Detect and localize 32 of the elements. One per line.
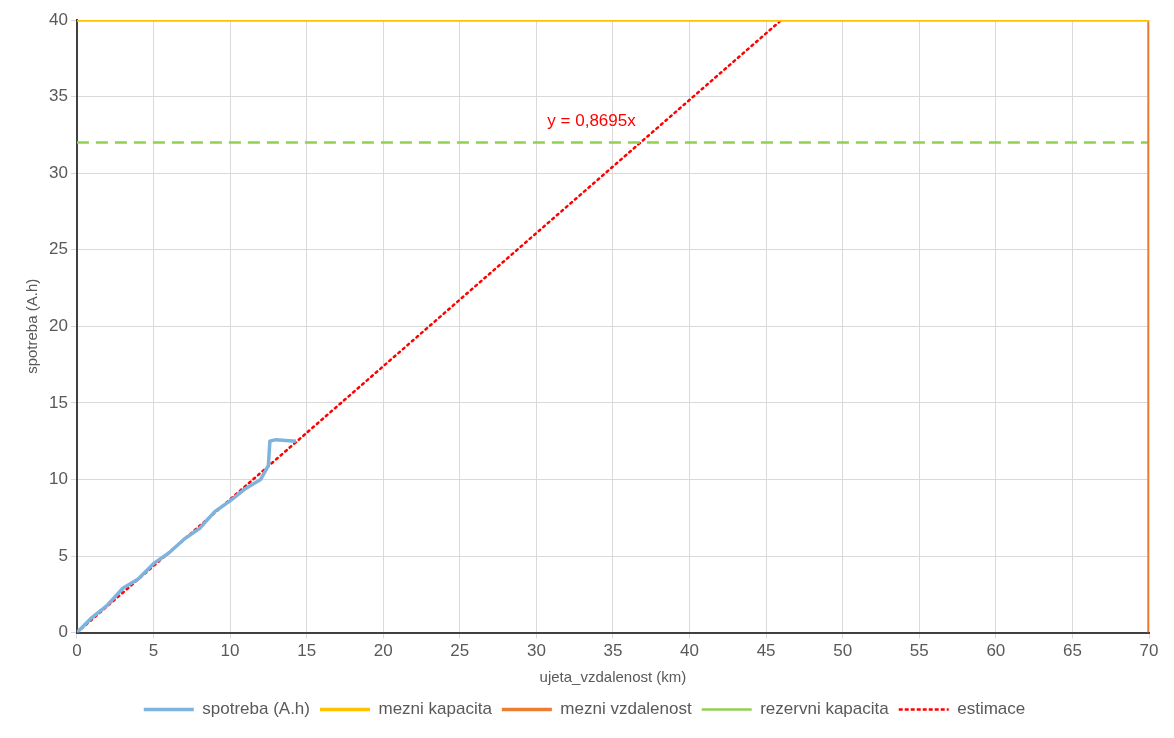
legend-label: mezni kapacita (378, 699, 493, 719)
y-tick-label: 30 (48, 162, 68, 182)
y-tick-label: 40 (48, 9, 68, 29)
x-tick-label: 15 (297, 641, 317, 661)
legend-label: estimace (957, 699, 1026, 719)
x-tick-label: 65 (1062, 641, 1082, 661)
x-tick-label: 50 (833, 641, 853, 661)
x-axis-title: ujeta_vzdalenost (km) (539, 668, 687, 686)
x-tick-label: 30 (526, 641, 546, 661)
y-tick-label: 15 (48, 392, 68, 412)
legend-label: mezni vzdalenost (560, 699, 692, 719)
x-tick-label: 0 (72, 641, 82, 661)
x-tick-label: 70 (1139, 641, 1159, 661)
x-tick-label: 25 (450, 641, 470, 661)
x-tick-label: 60 (986, 641, 1006, 661)
y-tick-label: 35 (48, 86, 68, 106)
y-tick-label: 25 (48, 239, 68, 259)
x-tick-label: 10 (220, 641, 240, 661)
x-tick-label: 35 (603, 641, 623, 661)
y-tick-label: 0 (58, 622, 68, 642)
x-tick-label: 45 (756, 641, 776, 661)
annotation: y = 0,8695x (547, 110, 637, 130)
legend-label: rezervni kapacita (760, 699, 890, 719)
y-tick-label: 20 (48, 315, 68, 335)
y-tick-label: 10 (48, 469, 68, 489)
x-tick-label: 55 (909, 641, 929, 661)
x-tick-label: 5 (148, 641, 159, 661)
y-tick-label: 5 (58, 545, 68, 565)
legend-label: spotreba (A.h) (202, 699, 310, 719)
x-tick-label: 20 (373, 641, 393, 661)
y-axis-title: spotreba (A.h) (23, 278, 41, 374)
x-tick-label: 40 (680, 641, 699, 661)
